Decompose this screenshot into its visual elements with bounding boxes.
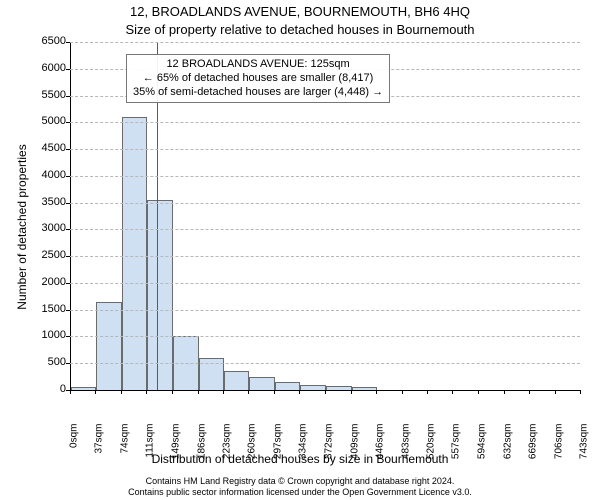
histogram-bar [122,117,147,390]
footer-line-2: Contains public sector information licen… [0,487,600,498]
x-tick-mark [529,390,530,394]
gridline [70,256,580,257]
gridline [70,203,580,204]
x-tick-label: 111sqm [145,424,156,474]
x-tick-label: 37sqm [94,424,105,474]
x-tick-label: 409sqm [349,424,360,474]
x-tick-mark [504,390,505,394]
y-tick-label: 4000 [26,169,66,181]
x-tick-mark [146,390,147,394]
x-tick-label: 223sqm [222,424,233,474]
histogram-bar [352,387,377,390]
histogram-bar [96,302,121,390]
x-tick-label: 632sqm [502,424,513,474]
x-tick-mark [172,390,173,394]
x-tick-label: 334sqm [298,424,309,474]
x-tick-mark [95,390,96,394]
y-tick-label: 5000 [26,115,66,127]
x-tick-label: 74sqm [119,424,130,474]
x-tick-mark [452,390,453,394]
gridline [70,310,580,311]
x-tick-mark [299,390,300,394]
annotation-line: ← 65% of detached houses are smaller (8,… [133,72,383,86]
y-tick-label: 2000 [26,276,66,288]
x-tick-label: 557sqm [451,424,462,474]
x-tick-label: 0sqm [69,424,80,474]
y-tick-label: 0 [26,383,66,395]
x-tick-mark [248,390,249,394]
gridline [70,42,580,43]
y-tick-label: 1000 [26,329,66,341]
gridline [70,283,580,284]
chart-container: 12, BROADLANDS AVENUE, BOURNEMOUTH, BH6 … [0,0,600,500]
x-tick-mark [580,390,581,394]
x-tick-label: 372sqm [324,424,335,474]
x-tick-label: 483sqm [400,424,411,474]
x-tick-mark [376,390,377,394]
x-tick-mark [274,390,275,394]
histogram-bar [71,387,96,390]
x-tick-label: 186sqm [196,424,207,474]
y-tick-label: 5500 [26,89,66,101]
x-tick-mark [325,390,326,394]
y-tick-label: 1500 [26,303,66,315]
gridline [70,122,580,123]
footer-line-1: Contains HM Land Registry data © Crown c… [0,476,600,487]
x-tick-mark [198,390,199,394]
x-tick-label: 520sqm [425,424,436,474]
x-tick-mark [70,390,71,394]
x-tick-mark [555,390,556,394]
x-tick-mark [223,390,224,394]
gridline [70,336,580,337]
x-tick-mark [427,390,428,394]
histogram-bar [275,382,300,390]
x-tick-mark [351,390,352,394]
chart-footer: Contains HM Land Registry data © Crown c… [0,476,600,498]
x-tick-label: 743sqm [579,424,590,474]
y-tick-label: 3500 [26,196,66,208]
y-tick-label: 3000 [26,222,66,234]
x-tick-label: 706sqm [553,424,564,474]
annotation-line: 12 BROADLANDS AVENUE: 125sqm [133,58,383,72]
gridline [70,176,580,177]
annotation-box: 12 BROADLANDS AVENUE: 125sqm← 65% of det… [126,54,390,103]
y-tick-label: 2500 [26,249,66,261]
x-tick-label: 669sqm [528,424,539,474]
x-tick-label: 297sqm [272,424,283,474]
histogram-bar [326,386,351,390]
histogram-bar [249,377,274,390]
gridline [70,229,580,230]
chart-subtitle: Size of property relative to detached ho… [0,22,600,37]
y-tick-label: 500 [26,356,66,368]
x-tick-label: 260sqm [247,424,258,474]
x-tick-label: 446sqm [375,424,386,474]
gridline [70,149,580,150]
x-tick-label: 149sqm [171,424,182,474]
histogram-bar [224,371,249,390]
x-tick-mark [402,390,403,394]
x-tick-mark [478,390,479,394]
y-tick-label: 4500 [26,142,66,154]
gridline [70,363,580,364]
x-tick-mark [121,390,122,394]
histogram-bar [300,385,326,390]
y-tick-label: 6500 [26,35,66,47]
y-tick-label: 6000 [26,62,66,74]
x-tick-label: 594sqm [476,424,487,474]
annotation-line: 35% of semi-detached houses are larger (… [133,86,383,100]
chart-title: 12, BROADLANDS AVENUE, BOURNEMOUTH, BH6 … [0,4,600,19]
